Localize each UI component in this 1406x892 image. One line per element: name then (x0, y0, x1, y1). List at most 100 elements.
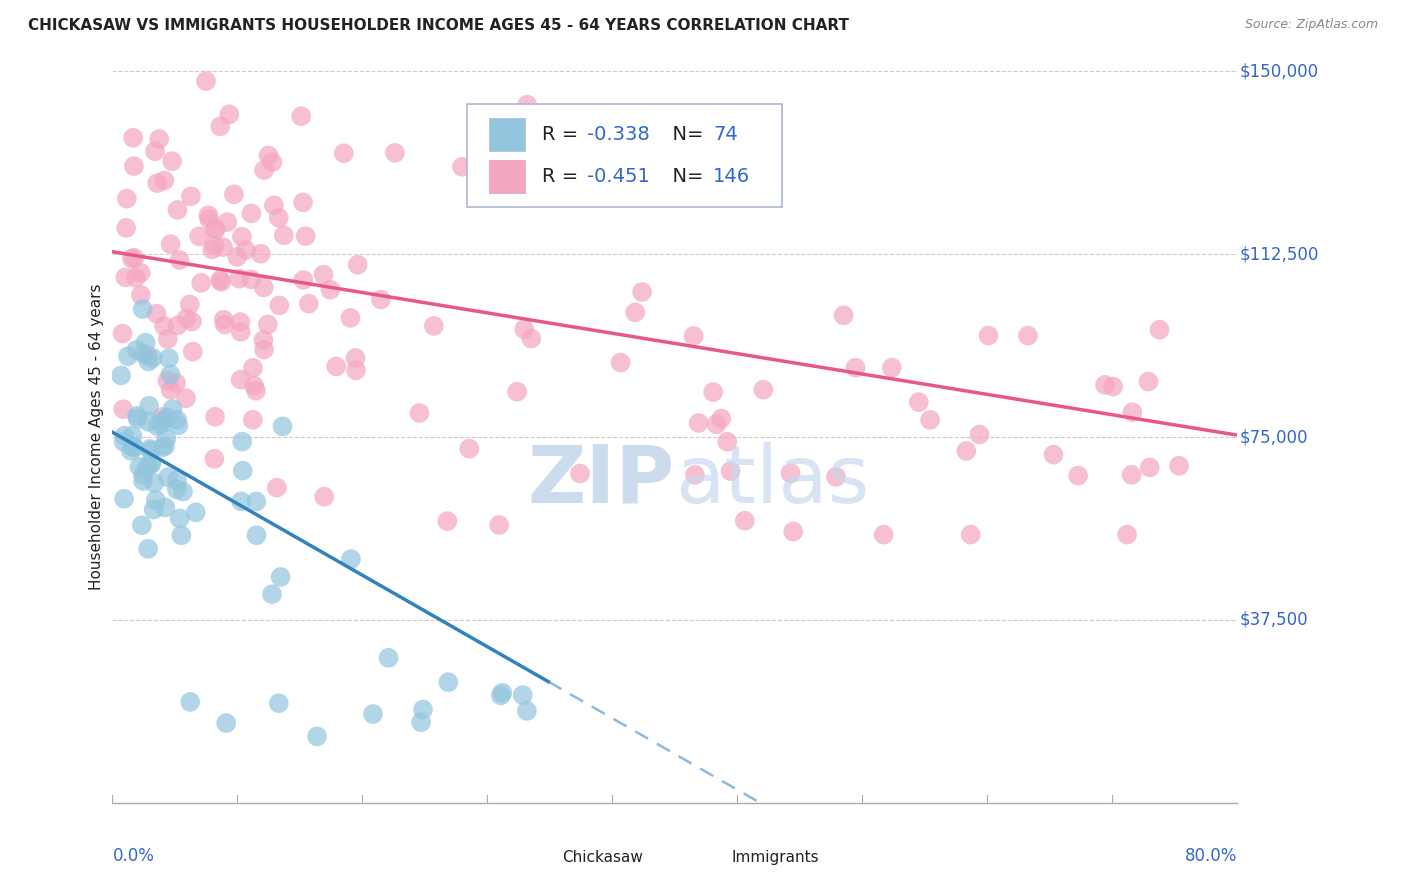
Point (131, 518, 153, 533)
Text: $75,000: $75,000 (1240, 428, 1308, 446)
Point (212, 240, 235, 254)
Point (155, 432, 177, 446)
Point (520, 332, 543, 346)
Point (204, 238, 226, 252)
Point (128, 459, 150, 474)
Point (907, 395, 929, 409)
Point (153, 439, 176, 453)
Point (252, 333, 274, 347)
Point (298, 296, 321, 310)
Point (1139, 460, 1161, 475)
Point (166, 473, 188, 487)
Point (262, 155, 284, 169)
Point (127, 412, 149, 426)
Point (779, 466, 801, 480)
Point (408, 406, 430, 420)
Point (142, 502, 165, 516)
Point (683, 467, 706, 482)
Point (138, 354, 160, 368)
Point (229, 325, 252, 339)
Point (314, 490, 336, 504)
Point (242, 360, 264, 375)
Point (136, 541, 159, 556)
Point (125, 343, 148, 357)
Point (110, 368, 132, 383)
Text: $112,500: $112,500 (1240, 245, 1319, 263)
Point (148, 132, 170, 146)
Text: ZIP: ZIP (527, 442, 675, 520)
Point (409, 715, 432, 730)
Point (609, 356, 631, 370)
Point (138, 399, 160, 413)
Point (920, 413, 942, 427)
Point (145, 493, 167, 508)
Point (136, 415, 159, 429)
Point (752, 383, 775, 397)
Point (1168, 458, 1191, 473)
Point (488, 517, 510, 532)
Point (260, 587, 283, 601)
Text: 74: 74 (713, 125, 738, 144)
Point (170, 528, 193, 542)
Text: R =: R = (543, 167, 585, 186)
Point (122, 441, 145, 455)
Point (115, 192, 138, 206)
Point (266, 481, 288, 495)
Point (204, 409, 226, 424)
Point (1094, 377, 1116, 392)
Point (516, 97, 538, 112)
Point (125, 270, 148, 285)
Point (212, 312, 235, 326)
Point (245, 528, 267, 542)
Point (489, 689, 512, 703)
Point (257, 148, 280, 162)
Point (226, 250, 249, 264)
Point (124, 251, 146, 265)
Point (344, 351, 367, 365)
Point (156, 332, 179, 346)
Point (146, 176, 169, 190)
Text: CHICKASAW VS IMMIGRANTS HOUSEHOLDER INCOME AGES 45 - 64 YEARS CORRELATION CHART: CHICKASAW VS IMMIGRANTS HOUSEHOLDER INCO… (28, 18, 849, 33)
Point (131, 301, 153, 316)
Y-axis label: Householder Income Ages 45 - 64 years: Householder Income Ages 45 - 64 years (89, 284, 104, 591)
Point (188, 229, 211, 244)
Point (1149, 323, 1171, 337)
Point (458, 442, 481, 456)
Point (157, 351, 180, 366)
Point (179, 695, 201, 709)
Text: -0.451: -0.451 (588, 167, 650, 186)
Point (832, 309, 855, 323)
Point (142, 351, 165, 365)
Point (217, 215, 239, 229)
Point (344, 363, 367, 377)
Point (166, 318, 188, 333)
Point (155, 500, 177, 515)
Point (143, 145, 166, 159)
Point (180, 189, 202, 203)
Point (1121, 467, 1143, 482)
Point (145, 307, 167, 321)
Point (710, 411, 733, 425)
Point (139, 443, 162, 458)
FancyBboxPatch shape (467, 104, 782, 207)
Point (114, 270, 136, 285)
Point (451, 160, 474, 174)
Point (179, 297, 201, 311)
Point (977, 328, 1000, 343)
Point (506, 384, 529, 399)
Point (370, 293, 392, 307)
Point (245, 494, 267, 508)
Point (361, 706, 384, 721)
Point (112, 402, 135, 417)
Point (292, 195, 315, 210)
Point (153, 318, 176, 333)
Point (159, 368, 181, 382)
Point (190, 276, 212, 290)
Point (734, 514, 756, 528)
Point (312, 268, 335, 282)
Text: Chickasaw: Chickasaw (562, 850, 644, 865)
Point (112, 428, 135, 442)
Point (152, 440, 174, 454)
Point (169, 252, 191, 267)
Point (204, 222, 226, 236)
